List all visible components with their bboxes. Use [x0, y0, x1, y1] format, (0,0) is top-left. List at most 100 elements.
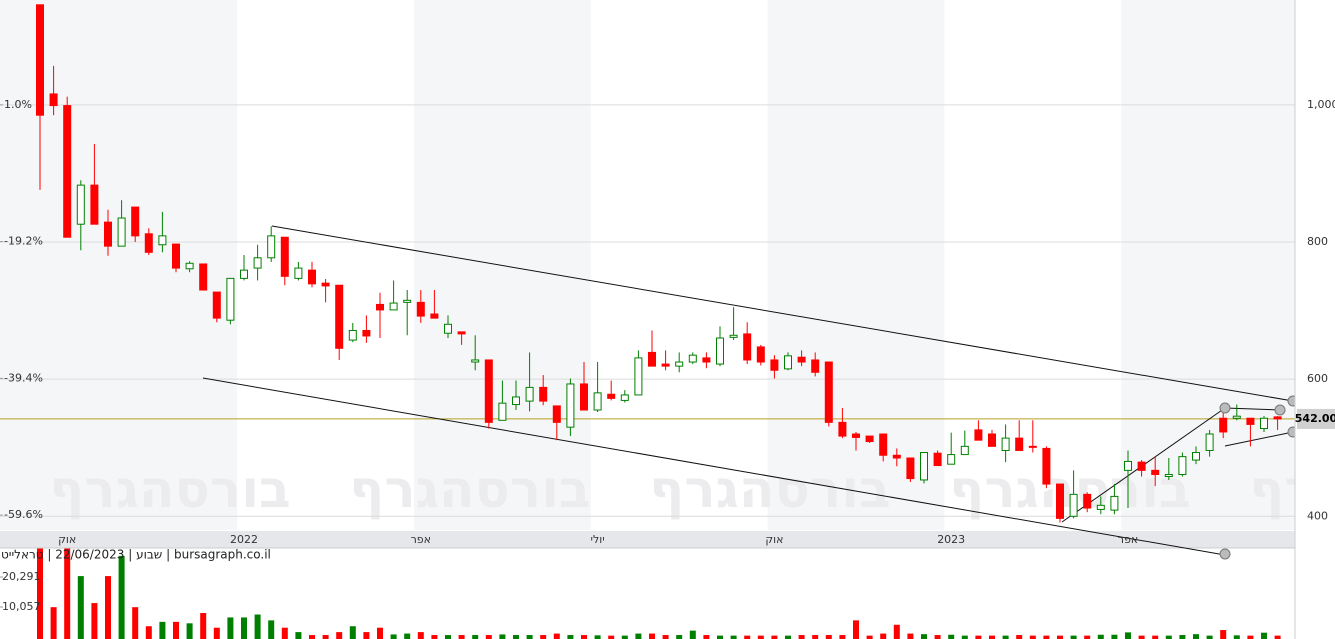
volume-bar — [254, 614, 261, 639]
candle-body — [389, 302, 398, 311]
candle-body — [988, 433, 996, 447]
volume-bar — [744, 635, 751, 639]
x-tick-label: 2023 — [937, 533, 965, 546]
handle[interactable] — [1274, 404, 1286, 416]
trend-line — [202, 377, 1226, 556]
trend-line — [1224, 407, 1281, 411]
volume-bar — [635, 633, 642, 639]
volume-bar — [662, 635, 669, 639]
candle-body — [1056, 483, 1064, 519]
volume-bar — [91, 603, 98, 639]
volume-bar — [37, 548, 43, 639]
volume-bar — [1233, 635, 1240, 639]
candle-body — [348, 329, 357, 341]
band — [767, 0, 945, 530]
candle-body — [90, 184, 99, 225]
candle-body — [240, 269, 248, 279]
volume-bar — [322, 635, 329, 639]
watermark: בורסהגרף — [649, 460, 891, 520]
candle-body — [784, 355, 792, 370]
candle-body — [852, 433, 860, 438]
candle-body — [1096, 504, 1105, 510]
candle-body — [172, 243, 180, 269]
candle-body — [253, 257, 262, 269]
candle-body — [1137, 461, 1146, 471]
y2-tick-label: -39.4% — [4, 371, 43, 384]
volume-bar — [281, 627, 288, 639]
candle-body — [974, 429, 983, 441]
volume-bar — [921, 634, 927, 639]
volume-bar — [404, 633, 411, 639]
volume-bar — [363, 632, 370, 639]
y-tick-label: 1,000 — [1307, 98, 1335, 111]
candle-body — [811, 359, 820, 373]
volume-bar — [553, 633, 560, 639]
volume-bar — [934, 635, 941, 639]
volume-bar — [961, 635, 968, 639]
volume-bar — [118, 555, 125, 639]
candle-body — [1178, 456, 1187, 475]
volume-bar — [689, 630, 696, 639]
candle-body — [1015, 437, 1024, 451]
volume-bar — [1165, 635, 1172, 639]
candle-body — [634, 357, 643, 396]
volume-bar — [1206, 635, 1213, 639]
watermark: בורסהגרף — [349, 460, 591, 520]
volume-bar — [458, 635, 465, 639]
candle-body — [362, 329, 371, 337]
handle[interactable] — [1219, 548, 1231, 560]
candles — [36, 4, 1282, 639]
x-tick-label: אפר — [411, 533, 431, 546]
volume-bar — [295, 632, 302, 639]
candle-body — [1219, 417, 1228, 433]
volume-bar — [445, 635, 451, 639]
candle-body — [117, 217, 126, 247]
candle-body — [960, 445, 969, 456]
candle-body — [403, 299, 412, 303]
x-tick-label: 2022 — [230, 533, 258, 546]
volume-bar — [173, 621, 179, 639]
volume-bar — [1057, 635, 1063, 639]
candle-body — [797, 356, 806, 363]
candle-body — [1110, 495, 1119, 511]
x-tick-label: אפר — [1118, 533, 1138, 546]
volume-tick-label: 20,291 — [2, 570, 41, 583]
candle-body — [76, 184, 85, 225]
volume-bar — [472, 635, 479, 639]
candle-body — [729, 334, 738, 338]
volume-bar — [526, 635, 533, 639]
volume-bar — [676, 635, 683, 639]
candle-body — [824, 361, 833, 423]
x-tick-label: אוק — [58, 533, 76, 546]
candle-body — [675, 361, 684, 367]
volume-bar — [1084, 635, 1091, 639]
handle[interactable] — [1219, 402, 1231, 414]
candle-body — [484, 359, 493, 423]
volume-bar — [567, 635, 574, 639]
volume-bar — [1261, 632, 1267, 639]
volume-bar — [948, 634, 955, 639]
candle-body — [1124, 460, 1132, 471]
volume-bar — [349, 626, 356, 639]
volume-bar — [907, 633, 914, 639]
candle-body — [702, 357, 711, 363]
volume-bar — [989, 635, 995, 639]
volume-bar — [309, 635, 315, 639]
candle-body — [498, 402, 507, 421]
candle-body — [770, 359, 779, 371]
candle-body — [1205, 433, 1214, 451]
volume-bar — [1138, 635, 1145, 639]
volume-bar — [1029, 635, 1036, 639]
volume-bar — [145, 626, 152, 639]
volume-bar — [268, 620, 275, 639]
candle-body — [1151, 469, 1160, 475]
candle-body — [36, 4, 44, 116]
volume-bar — [186, 623, 193, 639]
volume-bar — [50, 607, 57, 639]
volume-bar — [77, 576, 84, 639]
candle-body — [865, 435, 874, 443]
candle-body — [920, 452, 928, 481]
volume-bar — [1070, 635, 1077, 639]
candle-body — [1028, 445, 1037, 448]
y-tick-label: 400 — [1307, 509, 1328, 522]
